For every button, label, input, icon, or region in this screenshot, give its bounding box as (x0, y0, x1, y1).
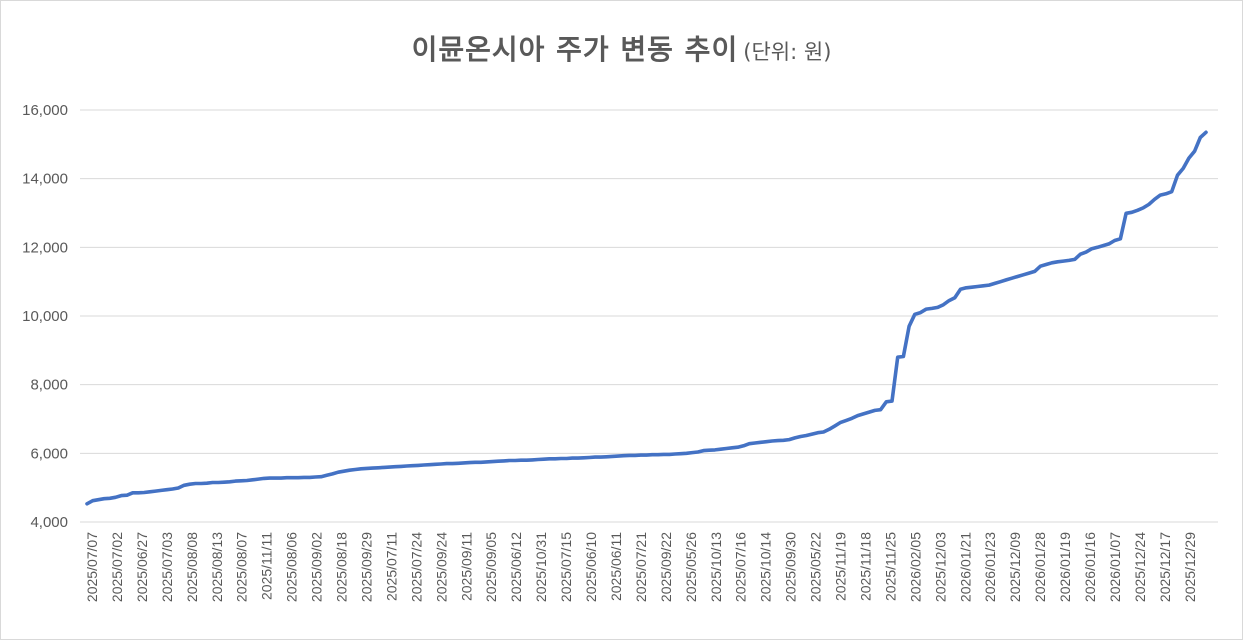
x-tick-label: 2025/10/14 (758, 532, 774, 602)
y-tick-label: 6,000 (30, 445, 68, 462)
x-tick-label: 2025/08/13 (209, 532, 225, 602)
x-tick-label: 2025/12/03 (932, 532, 948, 602)
x-tick-label: 2025/09/11 (458, 532, 474, 601)
x-tick-label: 2025/05/26 (683, 532, 699, 602)
x-tick-label: 2025/12/09 (1007, 532, 1023, 602)
x-tick-label: 2025/07/11 (383, 532, 399, 601)
x-tick-label: 2025/11/19 (833, 532, 849, 601)
x-tick-label: 2025/10/13 (708, 532, 724, 602)
x-tick-label: 2025/10/31 (533, 532, 549, 602)
x-tick-label: 2025/06/27 (134, 532, 150, 602)
y-tick-label: 4,000 (30, 514, 68, 531)
x-tick-label: 2025/11/18 (857, 532, 873, 601)
series-line (85, 130, 1208, 506)
x-tick-label: 2025/07/24 (408, 532, 424, 602)
chart-unit-subtitle: (단위: 원) (743, 40, 832, 64)
x-tick-label: 2025/08/08 (184, 532, 200, 602)
x-tick-label: 2025/08/07 (234, 532, 250, 602)
x-tick-label: 2025/09/05 (483, 532, 499, 602)
x-tick-label: 2025/06/10 (583, 532, 599, 602)
x-tick-label: 2025/09/22 (658, 532, 674, 602)
gridlines (80, 109, 1218, 523)
chart-title: 이뮨온시아 주가 변동 추이 (단위: 원) (0, 28, 1243, 68)
x-tick-label: 2026/01/19 (1057, 532, 1073, 602)
x-tick-label: 2025/05/22 (808, 532, 824, 602)
x-tick-label: 2025/07/16 (733, 532, 749, 602)
x-axis-tick-labels: 2025/07/07 2025/07/02 2025/06/27 2025/07/03… (84, 532, 1198, 602)
x-tick-label: 2025/06/12 (508, 532, 524, 602)
y-tick-label: 14,000 (22, 171, 68, 188)
y-tick-label: 16,000 (22, 102, 68, 119)
chart-title-text: 이뮨온시아 주가 변동 추이 (411, 33, 739, 66)
x-tick-label: 2025/09/29 (358, 532, 374, 602)
y-tick-label: 10,000 (22, 308, 68, 325)
x-tick-label: 2025/07/03 (159, 532, 175, 602)
y-tick-label: 8,000 (30, 377, 68, 394)
x-tick-label: 2025/11/25 (882, 532, 898, 601)
x-tick-label: 2026/02/05 (907, 532, 923, 602)
x-tick-label: 2025/08/06 (284, 532, 300, 602)
x-tick-label: 2025/12/29 (1182, 532, 1198, 602)
x-tick-label: 2025/08/18 (334, 532, 350, 602)
y-tick-label: 12,000 (22, 239, 68, 256)
x-tick-label: 2026/01/07 (1107, 532, 1123, 602)
x-tick-label: 2025/09/30 (783, 532, 799, 602)
x-tick-label: 2025/09/24 (433, 532, 449, 602)
x-tick-label: 2025/07/15 (558, 532, 574, 602)
x-tick-label: 2025/07/02 (109, 532, 125, 602)
x-tick-label: 2026/01/23 (982, 532, 998, 602)
x-tick-label: 2026/01/28 (1032, 532, 1048, 602)
x-tick-label: 2025/09/02 (309, 532, 325, 602)
x-tick-label: 2026/01/16 (1082, 532, 1098, 602)
x-tick-label: 2025/07/21 (633, 532, 649, 602)
x-tick-label: 2026/01/21 (957, 532, 973, 602)
x-tick-label: 2025/07/07 (84, 532, 100, 602)
x-tick-label: 2025/11/11 (259, 532, 275, 600)
x-tick-label: 2025/12/17 (1157, 532, 1173, 602)
x-tick-label: 2025/06/11 (608, 532, 624, 601)
y-axis-tick-labels: 4,000 6,000 8,000 10,000 12,000 14,000 16,000 (22, 102, 68, 531)
price-series (85, 130, 1208, 506)
x-tick-label: 2025/12/24 (1132, 532, 1148, 602)
